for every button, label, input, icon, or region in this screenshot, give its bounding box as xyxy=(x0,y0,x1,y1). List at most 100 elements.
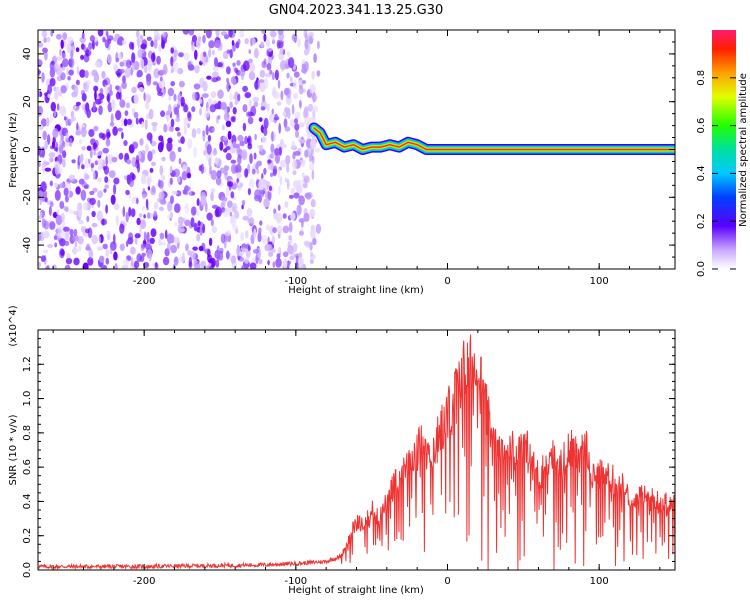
noise-dot xyxy=(79,73,85,78)
noise-dot xyxy=(244,136,248,145)
noise-dot xyxy=(255,163,259,170)
noise-dot xyxy=(291,104,295,115)
y-tick-label: 0.0 xyxy=(22,562,33,578)
noise-dot xyxy=(310,224,316,231)
noise-dot xyxy=(46,36,51,43)
noise-dot xyxy=(247,116,254,125)
noise-dot xyxy=(310,229,316,239)
noise-dot xyxy=(207,49,212,58)
noise-dot xyxy=(148,254,152,262)
noise-dot xyxy=(197,220,201,227)
noise-dot xyxy=(59,48,62,57)
noise-dot xyxy=(296,204,302,216)
noise-dot xyxy=(120,118,125,127)
noise-dot xyxy=(210,90,217,99)
noise-dot xyxy=(59,201,65,209)
noise-dot xyxy=(141,252,146,257)
noise-dot xyxy=(275,153,280,164)
noise-dot xyxy=(177,131,181,137)
noise-dot xyxy=(223,165,230,171)
noise-dot xyxy=(92,171,96,181)
noise-dot xyxy=(138,87,144,92)
noise-dot xyxy=(212,66,219,71)
noise-dot xyxy=(176,176,181,183)
noise-dot xyxy=(146,132,153,141)
snr-y-ticks: 0.0 0.2 0.4 0.6 0.8 1.0 1.2 xyxy=(22,329,675,578)
noise-dot xyxy=(246,243,250,250)
noise-dot xyxy=(62,58,69,68)
snr-series-line xyxy=(38,334,675,570)
noise-dot xyxy=(177,216,184,225)
noise-dot xyxy=(106,95,110,101)
noise-dot xyxy=(153,39,158,49)
noise-dot xyxy=(137,48,143,59)
noise-dot xyxy=(215,30,220,38)
noise-dot xyxy=(86,145,92,151)
noise-dot xyxy=(150,228,157,238)
noise-dot xyxy=(105,138,111,147)
noise-dot xyxy=(217,89,224,99)
noise-dot xyxy=(60,85,67,94)
noise-dot xyxy=(193,146,198,158)
noise-dot xyxy=(170,56,174,67)
x-tick-label: -200 xyxy=(133,276,156,287)
noise-dot xyxy=(293,79,297,89)
noise-dot xyxy=(158,206,164,211)
noise-dot xyxy=(310,138,317,150)
snr-x-ticks: -200 -100 0 100 xyxy=(52,330,661,587)
noise-dot xyxy=(182,30,190,35)
noise-dot xyxy=(228,30,233,38)
noise-dot xyxy=(91,210,96,218)
noise-dot xyxy=(115,85,120,90)
noise-dot xyxy=(89,197,96,205)
noise-dot xyxy=(128,232,134,240)
noise-dot xyxy=(101,218,105,226)
colorbar-tick-label: 0.6 xyxy=(696,118,707,134)
noise-dot xyxy=(102,38,106,43)
figure-title: GN04.2023.341.13.25.G30 xyxy=(269,3,444,18)
noise-dot xyxy=(312,105,319,113)
noise-dot xyxy=(103,188,107,193)
noise-dot xyxy=(135,154,140,165)
noise-dot xyxy=(191,128,197,139)
noise-dot xyxy=(202,81,208,92)
noise-dot xyxy=(152,124,157,132)
noise-dot xyxy=(107,102,113,113)
noise-dot xyxy=(107,154,114,165)
noise-dot xyxy=(117,72,121,78)
noise-dot xyxy=(123,118,128,127)
noise-dot xyxy=(84,231,88,238)
noise-dot xyxy=(304,149,309,158)
noise-dot xyxy=(263,127,268,136)
noise-dot xyxy=(167,242,171,251)
noise-dot xyxy=(310,199,316,208)
noise-dot xyxy=(77,209,83,217)
noise-dot xyxy=(79,154,84,166)
noise-dot xyxy=(136,30,140,38)
noise-dot xyxy=(119,99,126,108)
noise-dot xyxy=(111,99,116,110)
noise-dot xyxy=(147,186,151,191)
noise-dot xyxy=(64,230,70,241)
noise-dot xyxy=(63,226,70,232)
noise-dot xyxy=(46,264,50,269)
noise-dot xyxy=(250,234,255,245)
noise-dot xyxy=(222,200,226,206)
noise-dot xyxy=(41,147,45,158)
noise-dot xyxy=(198,245,204,252)
noise-dot xyxy=(210,169,217,181)
x-tick-label: -200 xyxy=(133,576,156,587)
noise-dot xyxy=(140,219,147,230)
noise-dot xyxy=(55,86,60,96)
noise-dot xyxy=(173,106,179,115)
noise-dot xyxy=(238,69,246,77)
noise-dot xyxy=(115,215,120,226)
noise-dot xyxy=(125,211,129,223)
noise-dot xyxy=(174,221,178,227)
noise-dot xyxy=(49,157,54,163)
noise-dot xyxy=(38,142,41,147)
noise-dot xyxy=(298,256,304,267)
noise-dot xyxy=(158,239,162,246)
noise-dot xyxy=(277,167,280,179)
